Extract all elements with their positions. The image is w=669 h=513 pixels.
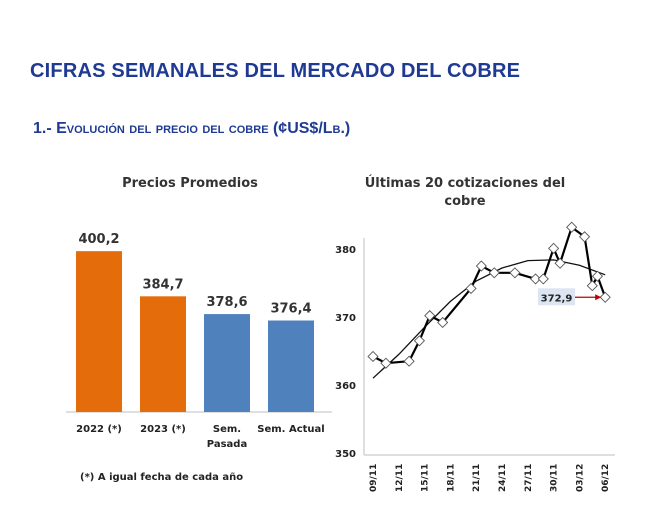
bar-value-label: 378,6 [206, 295, 247, 310]
page-title: CIFRAS SEMANALES DEL MERCADO DEL COBRE [30, 60, 521, 82]
price-point [488, 267, 500, 279]
trend-line [372, 259, 606, 379]
footnote: (*) A igual fecha de cada año [80, 472, 244, 483]
annotation-box [538, 288, 575, 306]
bar-value-label: 384,7 [142, 277, 183, 292]
bar-1 [76, 251, 122, 412]
bar-value-label: 376,4 [270, 302, 311, 317]
bar-category-label: Sem. [213, 424, 241, 435]
x-tick-label: 12/11 [395, 464, 405, 492]
price-point [380, 357, 392, 369]
bar-2 [140, 296, 186, 412]
price-point [548, 242, 560, 254]
price-point [465, 282, 477, 295]
x-tick-label: 15/11 [421, 464, 431, 492]
x-tick-label: 09/11 [369, 464, 379, 492]
price-point [424, 310, 436, 322]
annotation-arrowhead [595, 294, 602, 301]
annotation-label: 372,9 [541, 293, 573, 304]
y-tick-label: 350 [335, 449, 356, 460]
price-point [599, 291, 611, 303]
x-tick-label: 03/12 [575, 464, 585, 492]
price-point [554, 257, 566, 269]
x-tick-label: 18/11 [446, 464, 456, 492]
bar-chart-title: Precios Promedios [122, 176, 258, 191]
price-point [475, 260, 487, 272]
price-point [529, 273, 542, 285]
price-point [578, 231, 591, 243]
x-tick-label: 24/11 [498, 464, 508, 492]
y-tick-label: 380 [335, 245, 356, 256]
price-point [437, 316, 449, 329]
price-point [586, 280, 598, 292]
price-point [591, 270, 604, 282]
section-subtitle: 1.- Evolución del precio del cobre (¢US$… [33, 120, 351, 137]
bar-4 [268, 320, 314, 412]
y-tick-label: 360 [335, 381, 356, 392]
price-point [413, 335, 426, 347]
bar-category-label: 2022 (*) [76, 424, 122, 435]
price-point [566, 221, 578, 233]
bar-category-label: Pasada [207, 439, 247, 450]
price-point [367, 350, 379, 363]
bar-3 [204, 314, 250, 412]
bar-category-label: Sem. Actual [257, 424, 324, 435]
x-tick-label: 30/11 [550, 464, 560, 492]
bar-value-label: 400,2 [78, 232, 119, 247]
x-tick-label: 27/11 [524, 464, 534, 492]
price-point [403, 355, 415, 367]
line-chart-title: Últimas 20 cotizaciones del cobre [364, 176, 566, 209]
x-tick-label: 06/12 [601, 464, 611, 492]
bar-category-label: 2023 (*) [140, 424, 186, 435]
y-tick-label: 370 [335, 313, 356, 324]
x-tick-label: 21/11 [472, 464, 482, 492]
price-point [537, 273, 549, 285]
price-point [509, 267, 521, 279]
